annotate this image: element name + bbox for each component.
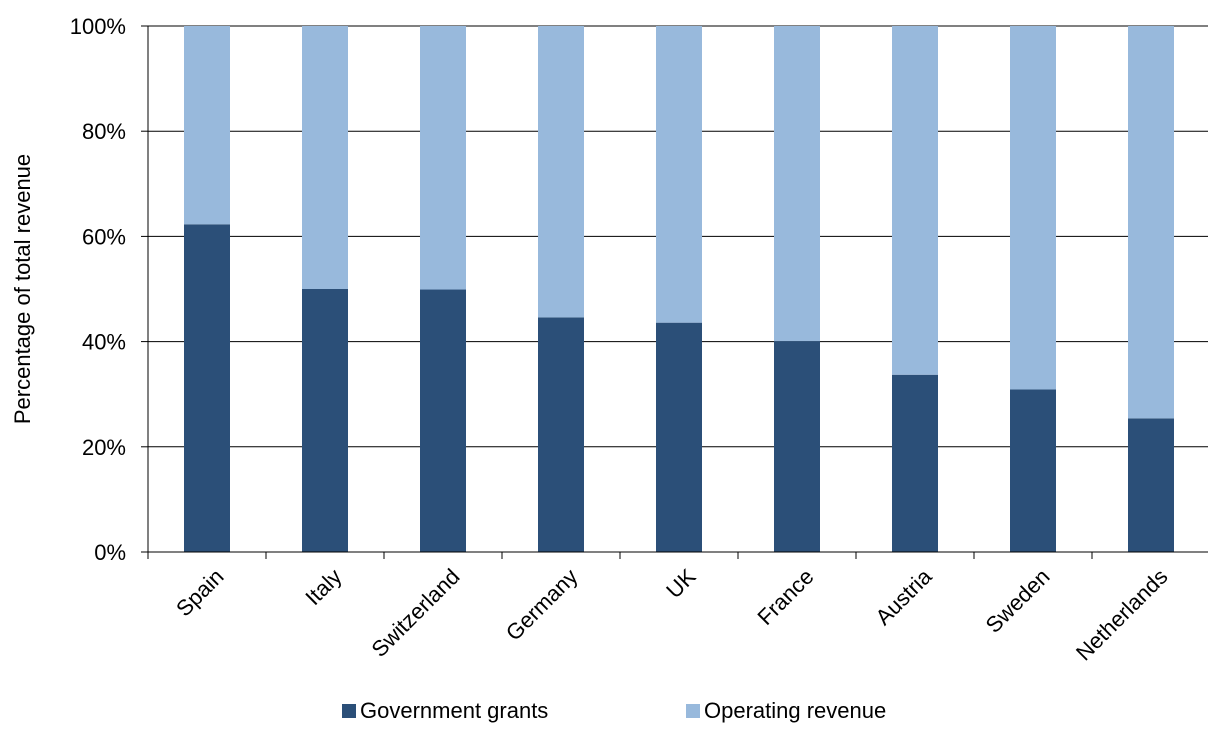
x-category-label: Italy [300, 564, 346, 610]
legend-label: Operating revenue [704, 698, 886, 723]
bar-government-grants-spain [184, 224, 230, 552]
bars [184, 26, 1174, 552]
x-category-label: Spain [171, 564, 228, 621]
bar-operating-revenue-italy [302, 26, 348, 289]
bar-operating-revenue-switzerland [420, 26, 466, 290]
legend-swatch [342, 704, 356, 718]
bar-government-grants-austria [892, 374, 938, 552]
y-tick-label: 60% [82, 224, 126, 249]
bar-government-grants-sweden [1010, 389, 1056, 552]
x-category-label: Sweden [981, 564, 1055, 638]
legend-swatch [686, 704, 700, 718]
bar-operating-revenue-sweden [1010, 26, 1056, 390]
x-category-label: France [752, 564, 818, 630]
x-category-label: Austria [870, 563, 937, 630]
bar-operating-revenue-netherlands [1128, 26, 1174, 419]
legend-label: Government grants [360, 698, 548, 723]
bar-government-grants-italy [302, 289, 348, 552]
bar-government-grants-netherlands [1128, 418, 1174, 552]
legend: Government grants Operating revenue [342, 698, 886, 723]
bar-operating-revenue-france [774, 26, 820, 342]
y-axis-title: Percentage of total revenue [10, 154, 35, 424]
bar-government-grants-france [774, 341, 820, 552]
y-tick-label: 20% [82, 435, 126, 460]
bar-government-grants-germany [538, 317, 584, 552]
x-category-label: Germany [501, 564, 583, 646]
y-tick-label: 40% [82, 330, 126, 355]
x-category-label: UK [661, 564, 701, 604]
bar-government-grants-uk [656, 322, 702, 552]
x-category-label: Netherlands [1071, 564, 1173, 666]
x-category-label: Switzerland [366, 564, 464, 662]
bar-government-grants-switzerland [420, 289, 466, 552]
bar-operating-revenue-austria [892, 26, 938, 375]
y-tick-label: 100% [70, 14, 126, 39]
y-tick-label: 0% [94, 540, 126, 565]
y-tick-label: 80% [82, 119, 126, 144]
bar-operating-revenue-spain [184, 26, 230, 225]
bar-operating-revenue-uk [656, 26, 702, 323]
bar-operating-revenue-germany [538, 26, 584, 318]
